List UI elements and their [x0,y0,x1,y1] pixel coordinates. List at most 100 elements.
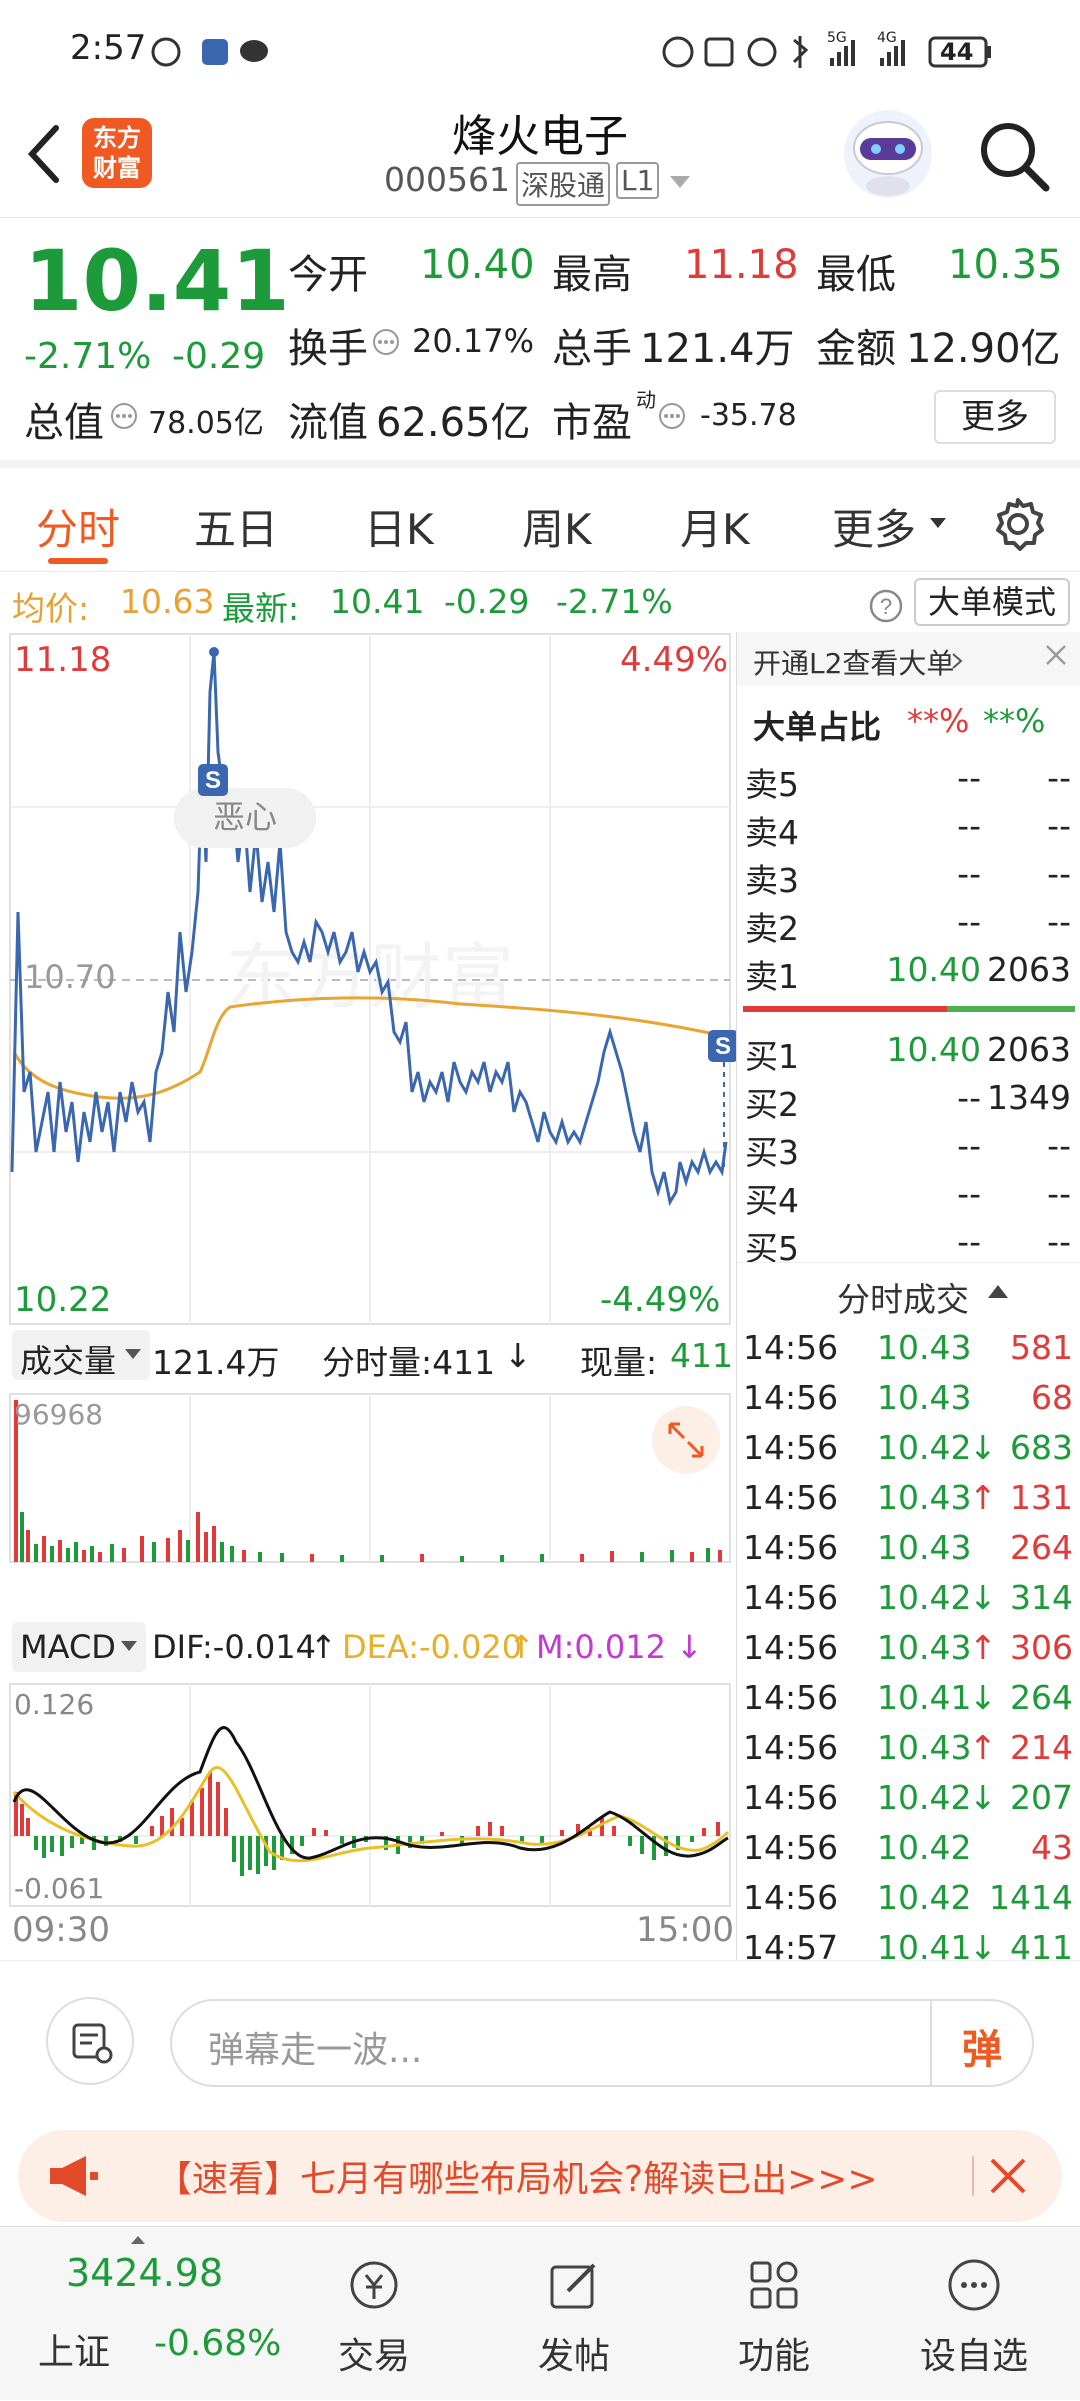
level-price: 10.40 [886,950,981,989]
trade-volume: 264 [1010,1528,1073,1567]
intraday-summary: 均价: 10.63 最新: 10.41 -0.29 -2.71% ? 大单模式 [0,572,1080,632]
volume-value: 121.4万 [640,326,795,372]
time-end-label: 15:00 [636,1910,734,1950]
trade-price: 10.43 [877,1378,972,1417]
trade-volume: 314 [1010,1578,1073,1617]
trade-arrow: ↓ [969,1428,997,1467]
open-label: 今开 [288,252,368,298]
nav-post-label: 发帖 [537,2336,610,2377]
level-price: -- [957,854,981,893]
close-icon[interactable] [1041,640,1071,670]
level-price: -- [957,902,981,941]
notification-icons [151,37,268,67]
comment-bar: 弹幕走一波... 弹 [0,1960,1080,2087]
dif-arrow: ↑ [310,1628,337,1666]
indicator-selector[interactable]: MACD [12,1622,146,1672]
back-arrow-icon[interactable] [26,124,62,184]
trade-price: 10.43 [877,1328,972,1367]
trade-price: 10.42 [877,1578,972,1617]
trades-header[interactable]: 分时成交 [737,1262,1080,1322]
trade-volume: 581 [1010,1328,1073,1367]
tab-five-day[interactable]: 五日 [194,505,279,554]
level-tag: L1 [616,162,660,199]
level-label: 买1 [745,1037,799,1076]
trade-arrow: ↓ [969,1678,997,1717]
nav-functions[interactable]: 功能 [674,2227,874,2401]
volume-bars [14,1400,722,1562]
status-time: 2:57 [70,28,147,68]
index-ticker[interactable]: 3424.98 上证 -0.68% [0,2227,290,2401]
sell-marker[interactable] [198,764,228,796]
volume-max-label: 96968 [14,1398,104,1431]
more-dots-icon[interactable] [658,402,686,430]
triangle-up-icon [131,2236,145,2244]
level-price: -- [957,806,981,845]
big-order-mode-button[interactable]: 大单模式 [914,578,1070,626]
annotation-text: 恶心 [213,799,277,835]
more-dots-icon[interactable] [110,402,138,430]
dropdown-triangle-icon [930,518,946,528]
promo-banner[interactable]: 【速看】七月有哪些布局机会?解读已出>>> [18,2130,1062,2222]
trade-row: 14:56 10.43 ↑ 131 [737,1478,1080,1528]
trade-price: 10.42 [877,1828,972,1867]
annotation-bubble[interactable] [174,788,316,848]
trade-price: 10.41 [877,1678,972,1717]
trade-time: 14:56 [743,1328,839,1367]
trade-row: 14:56 10.42 43 [737,1828,1080,1878]
trade-row: 14:56 10.43 264 [737,1528,1080,1578]
close-icon[interactable] [986,2154,1030,2198]
trade-price: 10.43 [877,1728,972,1767]
level-volume: -- [1047,854,1071,893]
m-arrow: ↓ [676,1628,703,1666]
trade-price: 10.43 [877,1528,972,1567]
current-volume-label: 现量: [580,1343,658,1382]
dropdown-triangle-icon [125,1349,141,1359]
expand-button[interactable] [652,1406,720,1474]
level-label: 卖3 [745,861,799,900]
minute-volume-arrow: ↓ [504,1336,532,1375]
dropdown-triangle-icon[interactable] [668,174,692,190]
trade-time: 14:56 [743,1778,839,1817]
danmu-button[interactable]: 弹 [962,2027,1002,2073]
tab-monthly-k[interactable]: 月K [680,505,750,554]
sort-up-icon [988,1285,1008,1298]
comment-settings-button[interactable] [46,1997,134,2085]
intraday-chart[interactable]: 东方财富 恶心 S S [0,632,736,1960]
nav-post[interactable]: 发帖 [474,2227,674,2401]
logo-line-2: 财富 [93,154,141,182]
trade-price: 10.42 [877,1878,972,1917]
trade-row: 14:56 10.41 ↓ 264 [737,1678,1080,1728]
level-price: -- [957,1126,981,1165]
tab-intraday[interactable]: 分时 [36,505,121,554]
chevron-right-icon [952,653,963,669]
tab-daily-k[interactable]: 日K [364,505,434,554]
nav-trade[interactable]: 交易 [274,2227,474,2401]
latest-change: -0.29 [444,582,530,621]
trade-row: 14:56 10.43 581 [737,1328,1080,1378]
tab-more[interactable]: 更多 [832,505,917,554]
nav-add-watchlist[interactable]: 设自选 [874,2227,1074,2401]
more-dots-icon[interactable] [372,328,400,356]
l2-link[interactable]: 开通L2查看大单 [753,647,955,680]
tab-weekly-k[interactable]: 周K [522,505,592,554]
l2-banner[interactable]: 开通L2查看大单 [737,632,1080,686]
ask-row: 卖5 -- -- [737,758,1080,806]
level-label: 卖4 [745,813,799,852]
volume-selector[interactable]: 成交量 [12,1330,150,1380]
sell-marker[interactable] [708,1030,736,1062]
help-icon[interactable]: ? [868,588,904,624]
level-price: -- [957,1222,981,1261]
level-label: 买4 [745,1181,799,1220]
more-button[interactable]: 更多 [934,390,1056,444]
app-logo[interactable]: 东方 财富 [82,118,152,188]
danmu-input[interactable]: 弹幕走一波... 弹 [170,1999,1034,2087]
search-icon[interactable] [976,118,1052,194]
level-price: -- [957,1078,981,1117]
change-amount: -0.29 [172,336,266,377]
float-value: 62.65亿 [376,400,531,446]
robot-assistant-icon[interactable] [840,106,936,202]
level-price: 10.40 [886,1030,981,1069]
gear-icon[interactable] [990,496,1046,552]
ask-row: 卖3 -- -- [737,854,1080,902]
volume-label: 总手 [552,326,632,372]
